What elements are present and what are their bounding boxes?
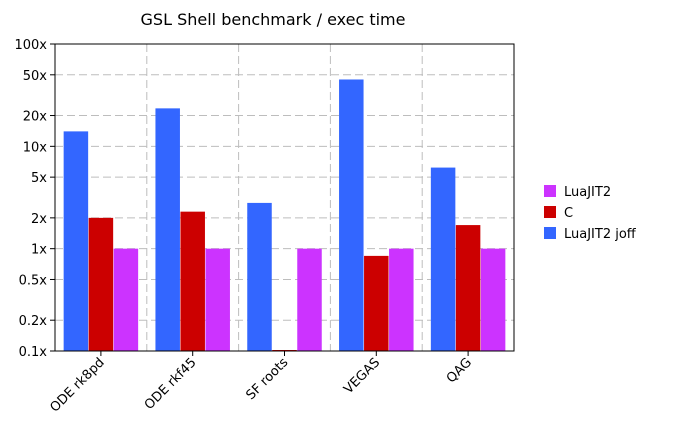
bar-luajit2-joff-sf-roots	[247, 202, 272, 351]
bar-luajit2-joff-ode-rkf45	[155, 108, 180, 352]
bar-luajit2-sf-roots	[297, 248, 322, 351]
bar-c-vegas	[364, 255, 389, 351]
bar-c-qag	[455, 225, 481, 351]
x-tick-label: VEGAS	[341, 355, 383, 397]
y-tick-label: 100x	[14, 38, 47, 53]
y-tick-label: 2x	[31, 212, 47, 227]
bar-luajit2-ode-rkf45	[205, 248, 230, 351]
bar-luajit2-qag	[480, 248, 506, 351]
x-tick-label: ODE rkf45	[142, 355, 200, 413]
bar-luajit2-joff-ode-rk8pd	[63, 131, 89, 351]
legend-swatch	[544, 227, 556, 239]
x-tick-label: ODE rk8pd	[47, 355, 107, 415]
bar-luajit2-vegas	[389, 248, 414, 351]
x-tick-label: SF roots	[243, 355, 291, 403]
legend-label: C	[564, 206, 573, 221]
legend-label: LuaJIT2 joff	[564, 227, 637, 242]
bars	[63, 79, 506, 352]
legend-swatch	[544, 185, 556, 197]
y-tick-label: 1x	[31, 243, 47, 258]
y-tick-label: 20x	[23, 110, 48, 125]
y-tick-label: 5x	[31, 171, 47, 186]
y-tick-label: 50x	[23, 69, 48, 84]
bar-luajit2-joff-qag	[430, 167, 456, 351]
legend: LuaJIT2 C LuaJIT2 joff	[544, 185, 637, 242]
legend-swatch	[544, 206, 556, 218]
x-axis: ODE rk8pd ODE rkf45 SF roots VEGAS QAG	[47, 351, 475, 416]
y-axis: 0.1x 0.2x 0.5x 1x 2x 5x 10x 20x 50x 100x	[14, 38, 55, 360]
y-tick-label: 10x	[23, 140, 48, 155]
bar-c-ode-rkf45	[180, 211, 205, 351]
y-tick-label: 0.2x	[19, 314, 48, 329]
chart-title: GSL Shell benchmark / exec time	[141, 10, 406, 29]
bar-luajit2-joff-vegas	[339, 79, 364, 352]
y-tick-label: 0.1x	[19, 345, 48, 360]
y-tick-label: 0.5x	[19, 273, 48, 288]
legend-label: LuaJIT2	[564, 185, 611, 200]
bar-c-ode-rk8pd	[88, 217, 114, 351]
bar-luajit2-ode-rk8pd	[113, 248, 139, 351]
x-tick-label: QAG	[444, 355, 475, 386]
